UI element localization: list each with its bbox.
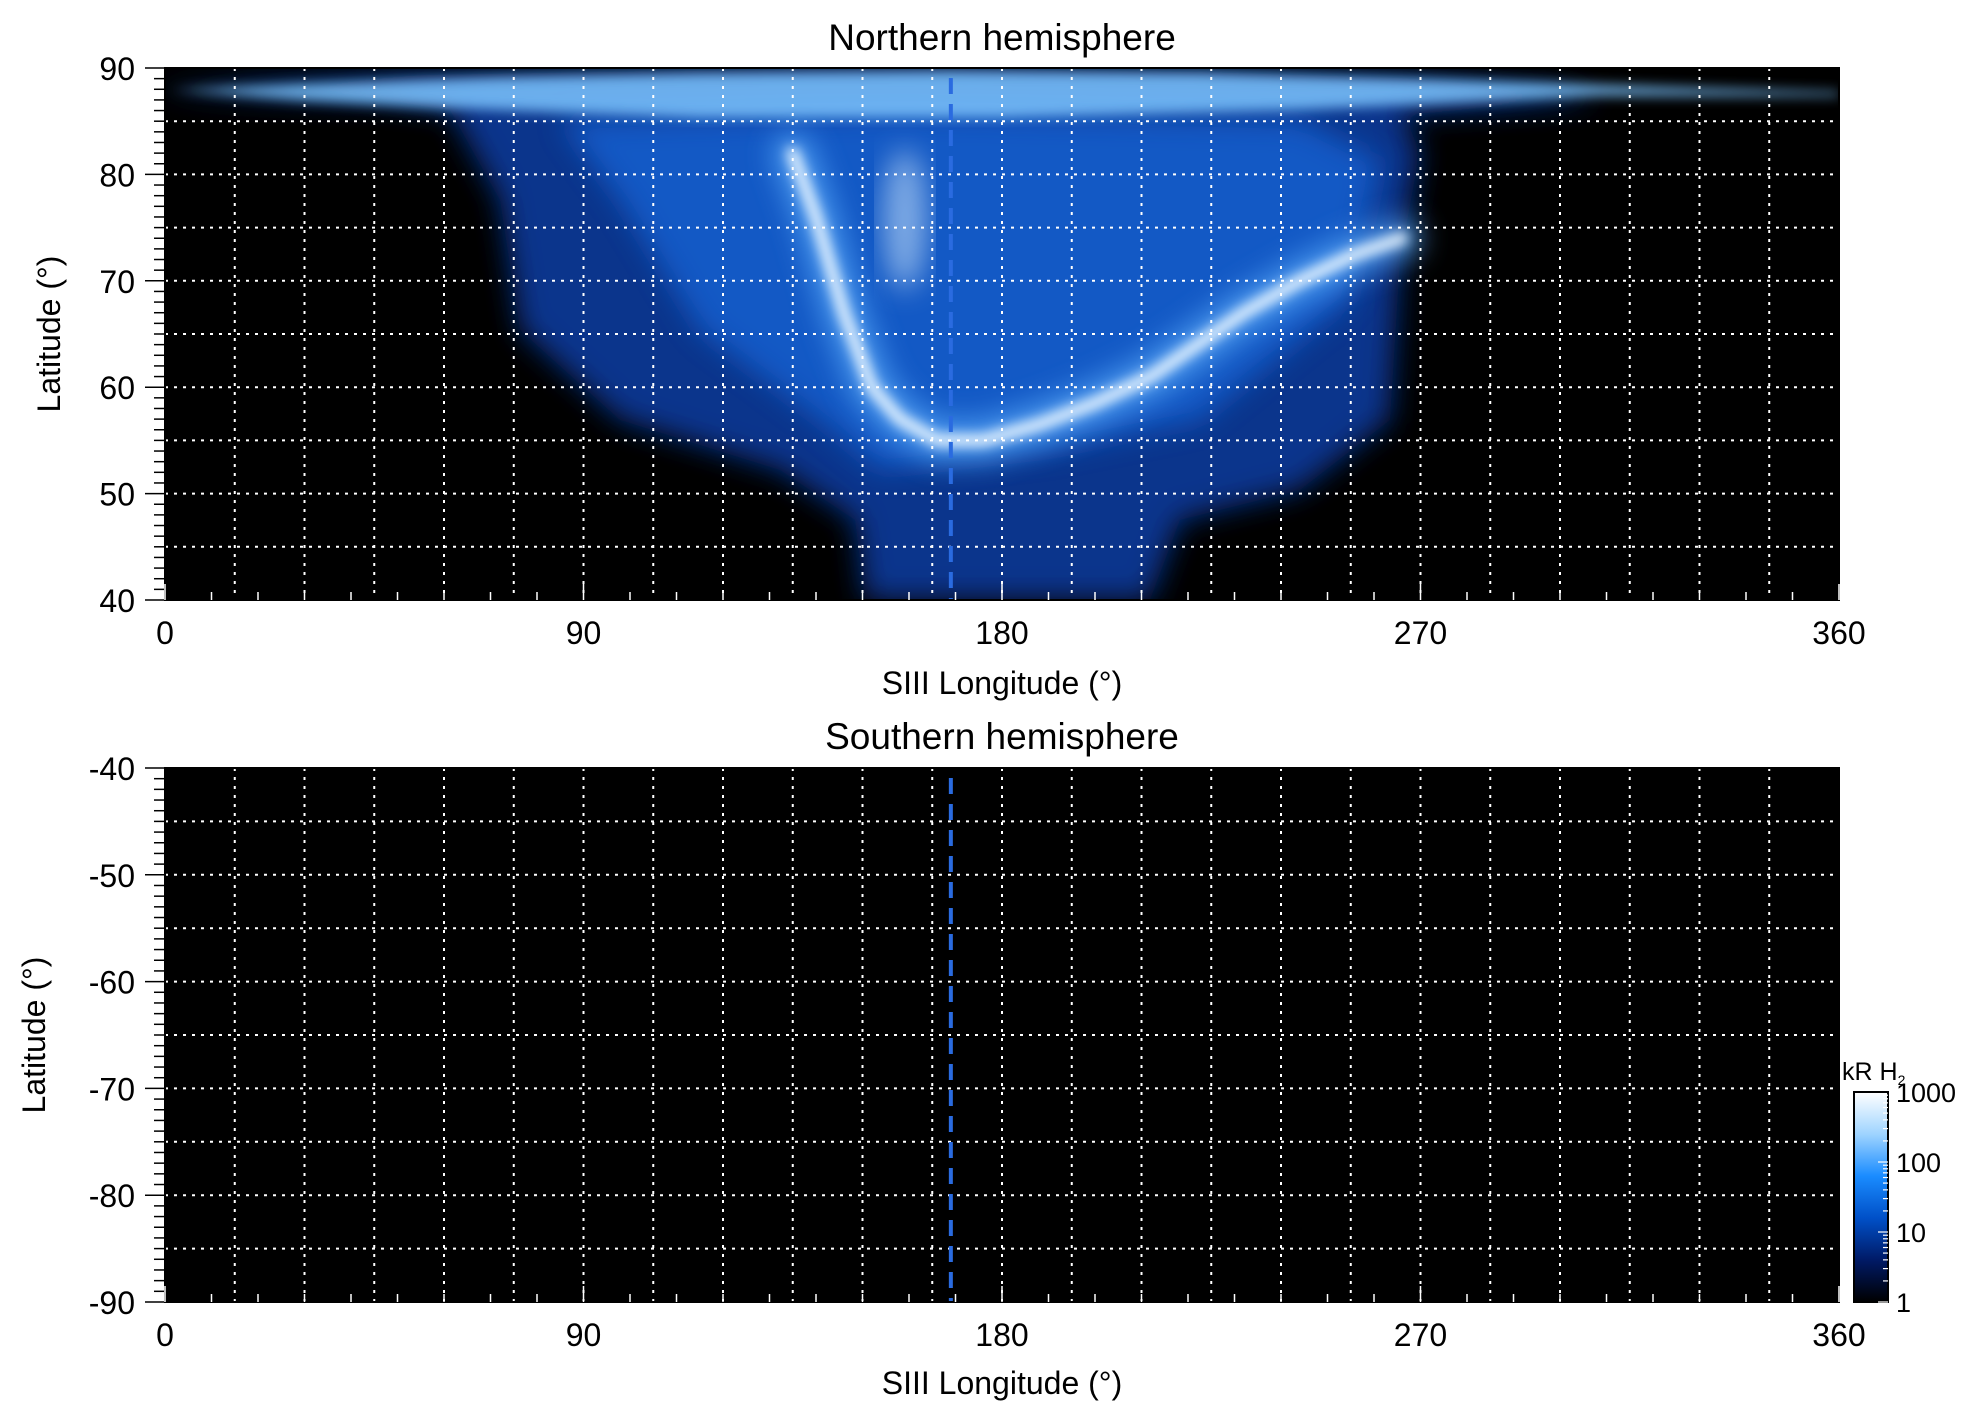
north-axes: 40 50 60 70 80 90 0 90 180 270 360 [99,51,1865,651]
north-title: Northern hemisphere [828,17,1176,58]
south-axes: -40 -50 -60 -70 -80 -90 0 90 180 270 360 [89,751,1866,1353]
south-y-tick-label: -80 [89,1178,135,1214]
north-emission [165,70,1839,600]
south-grid [165,768,1839,1302]
north-y-tick-label: 70 [99,264,135,300]
south-x-tick-label: 270 [1394,1317,1447,1353]
south-panel: Southern hemisphere -40 -50 -60 -70 -80 -90 0 9… [16,716,1866,1401]
north-main-oval [786,147,1408,447]
south-y-tick-label: -90 [89,1285,135,1321]
colorbar-ticks: 1000 100 10 1 [1878,1078,1956,1318]
south-y-tick-label: -70 [89,1071,135,1107]
south-y-axis-label: Latitude (°) [16,957,52,1114]
north-panel: Northern hemisphere 40 50 60 70 80 90 0 90 180 27… [31,17,1866,701]
north-y-tick-label: 90 [99,51,135,87]
north-x-tick-label: 180 [975,615,1028,651]
colorbar-tick-label: 1000 [1896,1078,1956,1108]
south-x-tick-label: 0 [156,1317,174,1353]
south-x-tick-label: 360 [1812,1317,1865,1353]
south-x-tick-label: 90 [566,1317,602,1353]
north-y-tick-label: 50 [99,477,135,513]
north-bright-spot [883,150,927,290]
south-y-tick-label: -40 [89,751,135,787]
colorbar-scale [1853,1091,1889,1303]
south-y-tick-label: -60 [89,965,135,1001]
north-x-tick-label: 270 [1394,615,1447,651]
south-y-tick-label: -50 [89,858,135,894]
north-x-tick-label: 90 [566,615,602,651]
colorbar-tick-label: 100 [1896,1148,1941,1178]
north-y-tick-label: 80 [99,157,135,193]
north-y-axis-label: Latitude (°) [31,256,67,413]
colorbar: kR H2 1000 100 10 1 [1842,1058,1956,1318]
colorbar-label: kR H2 [1842,1058,1906,1088]
south-title: Southern hemisphere [825,716,1179,757]
colorbar-tick-label: 1 [1896,1288,1911,1318]
north-x-axis-label: SIII Longitude (°) [882,665,1122,701]
south-x-tick-label: 180 [975,1317,1028,1353]
north-grid [165,68,1839,600]
colorbar-tick-label: 10 [1896,1218,1926,1248]
north-x-tick-label: 360 [1812,615,1865,651]
north-y-tick-label: 40 [99,583,135,619]
north-y-tick-label: 60 [99,370,135,406]
south-x-axis-label: SIII Longitude (°) [882,1365,1122,1401]
north-polar-cap [170,71,1839,118]
north-x-tick-label: 0 [156,615,174,651]
